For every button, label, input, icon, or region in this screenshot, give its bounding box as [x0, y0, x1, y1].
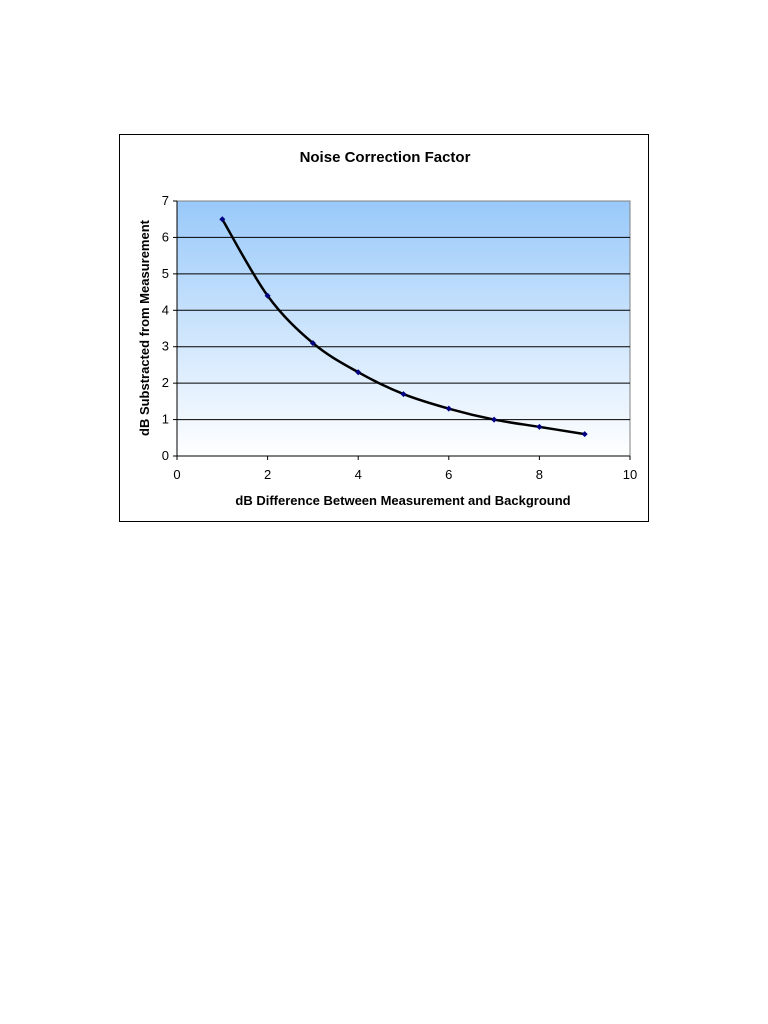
axes [173, 200, 631, 460]
x-tick-label-0: 0 [173, 467, 180, 482]
data-point-5 [400, 391, 407, 398]
series-layer [219, 216, 588, 438]
chart-title: Noise Correction Factor [300, 149, 471, 166]
data-point-6 [445, 405, 452, 412]
y-tick-label-3: 3 [162, 339, 169, 354]
data-point-3 [309, 340, 316, 347]
data-point-9 [581, 431, 588, 438]
x-tick-label-6: 6 [445, 467, 452, 482]
y-tick-label-4: 4 [162, 302, 169, 317]
data-point-2 [264, 292, 271, 299]
series-line-0 [221, 218, 585, 436]
chart-frame: Noise Correction Factor 0 1 2 3 4 5 6 7 0 2 4 6 8 10 … [119, 134, 649, 522]
data-point-8 [536, 423, 543, 430]
tick-labels: 0 1 2 3 4 5 6 7 0 2 4 6 8 10 [162, 193, 637, 482]
y-tick-label-1: 1 [162, 412, 169, 427]
y-axis-label: dB Substracted from Measurement [137, 219, 152, 436]
data-point-7 [491, 416, 498, 423]
y-tick-label-6: 6 [162, 229, 169, 244]
y-tick-label-7: 7 [162, 193, 169, 208]
plot-area [176, 200, 631, 457]
x-axis-label: dB Difference Between Measurement and Ba… [235, 493, 570, 508]
data-point-4 [355, 369, 362, 376]
y-tick-label-2: 2 [162, 375, 169, 390]
x-tick-label-2: 2 [264, 467, 271, 482]
x-tick-label-4: 4 [355, 467, 362, 482]
data-point-1 [219, 216, 226, 223]
y-tick-label-0: 0 [162, 448, 169, 463]
x-tick-label-10: 10 [623, 467, 637, 482]
y-tick-label-5: 5 [162, 266, 169, 281]
x-tick-label-8: 8 [536, 467, 543, 482]
